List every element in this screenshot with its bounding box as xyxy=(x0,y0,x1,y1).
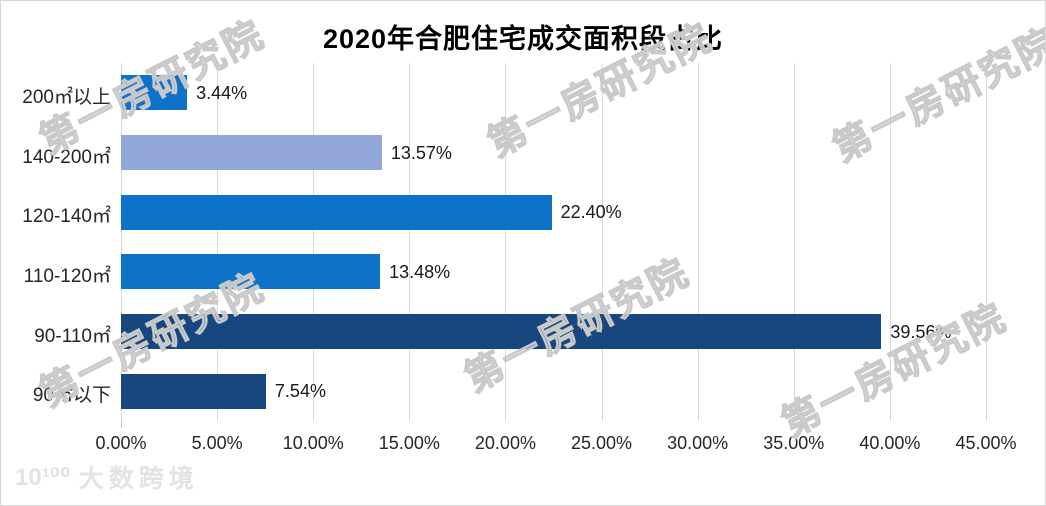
x-tick-label: 35.00% xyxy=(763,433,825,453)
value-label: 22.40% xyxy=(560,202,622,223)
gridline xyxy=(505,63,507,421)
value-label: 3.44% xyxy=(196,82,248,103)
bar-120-140㎡ xyxy=(121,194,552,230)
chart-title: 2020年合肥住宅成交面积段占比 xyxy=(322,24,724,54)
x-tick-label: 5.00% xyxy=(191,433,243,453)
gridline xyxy=(889,63,891,421)
x-tick-label: 10.00% xyxy=(282,433,344,453)
x-tick-label: 30.00% xyxy=(667,433,729,453)
category-label: 120-140㎡ xyxy=(22,206,111,228)
gridline xyxy=(697,63,699,421)
bar-90㎡以下 xyxy=(121,373,266,409)
bar-110-120㎡ xyxy=(121,254,381,290)
gridline xyxy=(217,63,219,421)
logo-10100-icon: 10¹⁰⁰ xyxy=(15,463,71,491)
gridline xyxy=(313,63,315,421)
x-tick-label: 45.00% xyxy=(955,433,1017,453)
value-label: 39.56% xyxy=(890,321,952,342)
x-tick-label: 40.00% xyxy=(859,433,921,453)
gridline xyxy=(121,63,122,421)
logo-brand-text: 大数跨境 xyxy=(78,465,199,493)
bar-200㎡以上 xyxy=(121,75,188,111)
category-label: 110-120㎡ xyxy=(23,265,111,287)
x-tick-label: 15.00% xyxy=(378,433,440,453)
x-tick-label: 20.00% xyxy=(474,433,536,453)
value-label: 13.57% xyxy=(390,142,452,163)
gridline xyxy=(793,63,795,421)
category-label: 200㎡以上 xyxy=(22,86,111,108)
x-tick-label: 0.00% xyxy=(95,433,147,453)
logo: 10¹⁰⁰ 大数跨境 xyxy=(15,459,199,495)
bar-90-110㎡ xyxy=(121,314,882,349)
value-label: 13.48% xyxy=(389,261,451,282)
axis-origin-tick xyxy=(121,421,122,428)
watermark-text: 第一房研究院 xyxy=(775,295,1015,446)
gridline xyxy=(409,63,411,421)
x-tick-label: 25.00% xyxy=(571,433,633,453)
category-label: 140-200㎡ xyxy=(22,146,111,168)
category-label: 90-110㎡ xyxy=(34,325,111,347)
category-label: 90㎡以下 xyxy=(32,385,111,407)
value-label: 7.54% xyxy=(274,381,326,402)
bar-140-200㎡ xyxy=(121,135,382,170)
gridline xyxy=(601,63,603,421)
gridline xyxy=(986,63,987,421)
